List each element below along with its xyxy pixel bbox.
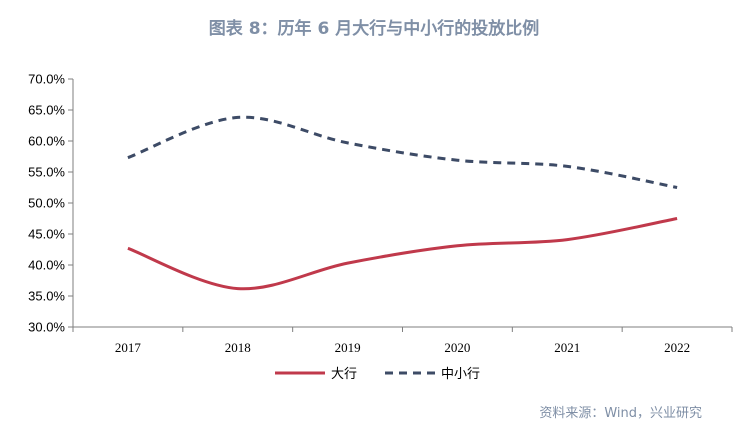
source-note: 资料来源：Wind，兴业研究 [539, 406, 702, 421]
legend-label-1: 中小行 [441, 367, 480, 382]
x-tick-label: 2018 [225, 340, 251, 355]
x-tick-label: 2021 [554, 340, 580, 355]
tick-labels: 30.0% 35.0% 40.0% 45.0% 50.0% 55.0% 60.0% 65.0%… [28, 72, 733, 355]
y-tick-label: 60.0% [28, 134, 65, 149]
y-tick-label: 65.0% [28, 103, 65, 118]
legend: 大行 中小行 [275, 367, 480, 382]
y-tick-label: 45.0% [28, 227, 65, 242]
y-tick-label: 70.0% [28, 72, 65, 87]
series-line-0 [127, 217, 678, 291]
x-tick-label: 2017 [115, 340, 142, 355]
y-tick-label: 55.0% [28, 165, 65, 180]
y-tick-label: 30.0% [28, 320, 65, 335]
chart-title: 图表 8：历年 6 月大行与中小行的投放比例 [208, 19, 540, 39]
x-tick-label: 2022 [664, 340, 690, 355]
x-tick-label: 2020 [444, 340, 470, 355]
y-tick-label: 50.0% [28, 196, 65, 211]
y-tick-label: 35.0% [28, 289, 65, 304]
x-tick-label: 2019 [335, 340, 361, 355]
series-line-1 [127, 115, 678, 189]
legend-label-0: 大行 [331, 367, 357, 382]
chart-axes [72, 79, 732, 328]
y-tick-label: 40.0% [28, 258, 65, 273]
series-lines [127, 115, 678, 291]
